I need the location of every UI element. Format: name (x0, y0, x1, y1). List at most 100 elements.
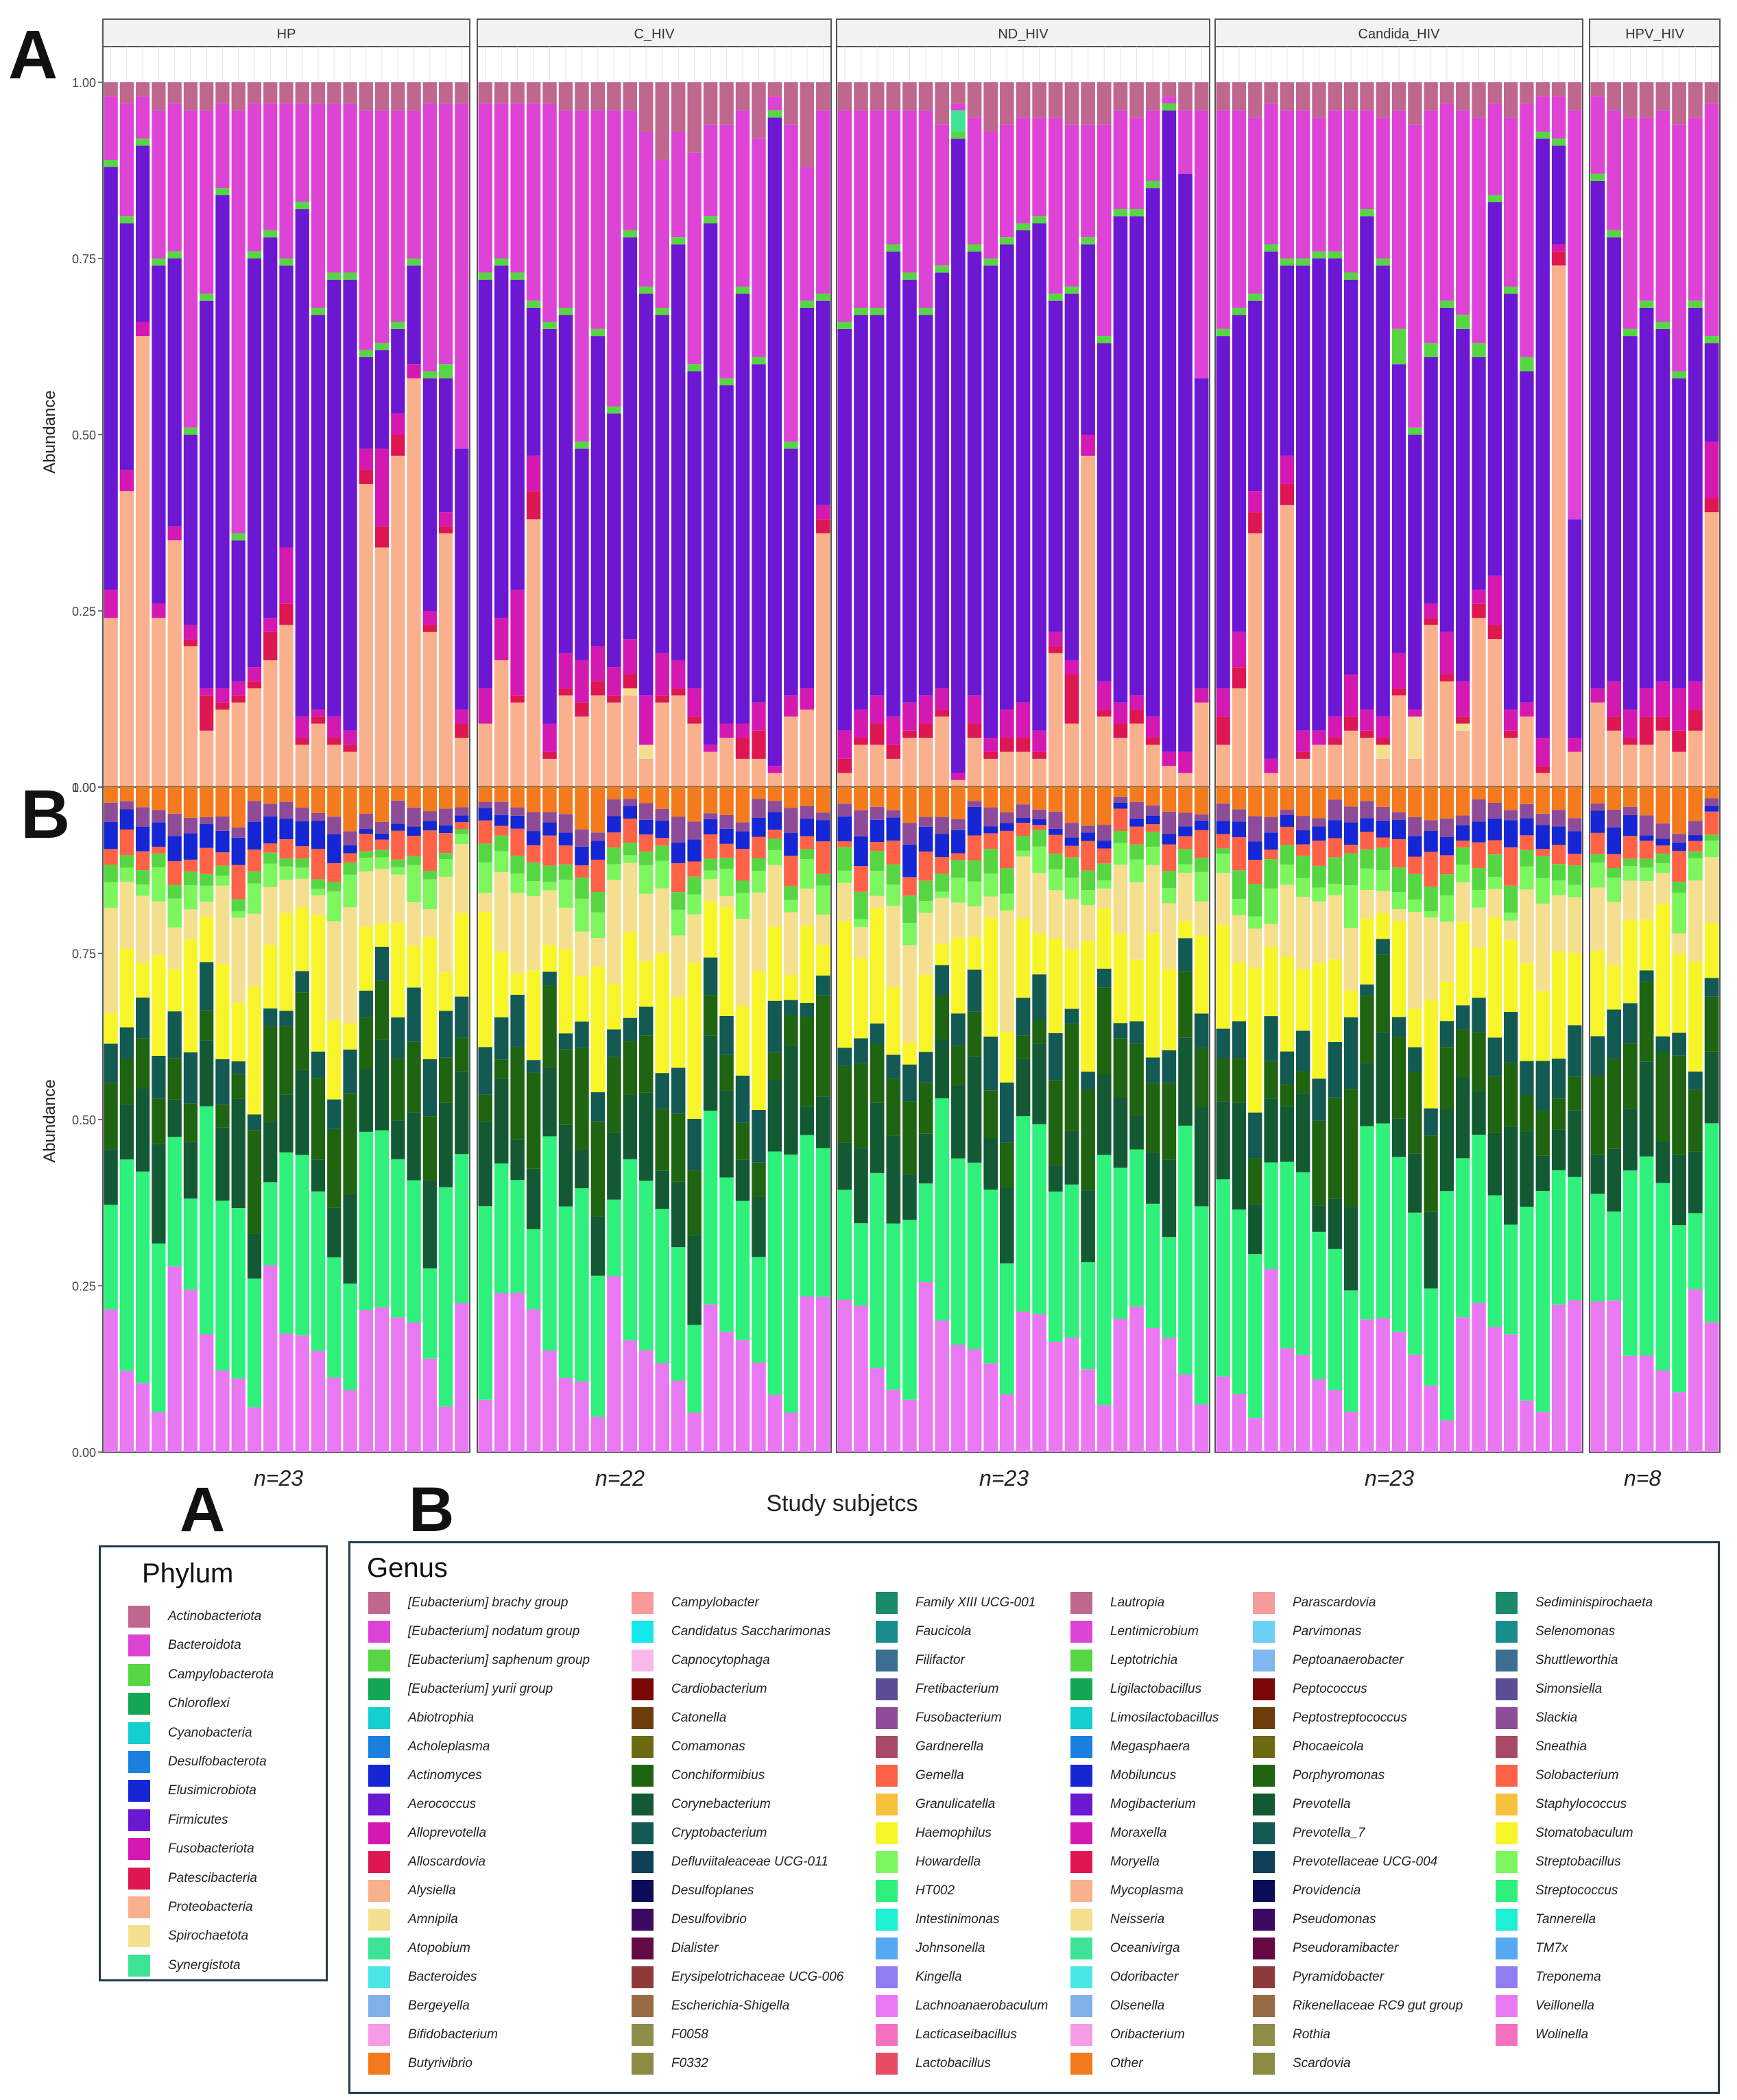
bar-segment-b-3-22-Actinomyces (1568, 831, 1582, 854)
legend-swatch (1496, 1736, 1518, 1758)
bar-segment-b-1-14-Prevotella (703, 1035, 718, 1111)
bar-segment-a-0-6-Firmicutes (200, 300, 214, 689)
legend-swatch (128, 1809, 150, 1831)
bar-segment-b-3-0-Actinomyces (1216, 821, 1230, 834)
bar-segment-b-0-17-Porphyromonas (374, 980, 390, 1040)
bar-segment-a-1-19-Actinobacteriota (784, 82, 798, 125)
bar-segment-b-2-13-Haemophilus (1048, 939, 1063, 1033)
bar-segment-b-0-0-Streptobacillus (104, 882, 118, 908)
bar-segment-b-3-11-Fusobacterium (1391, 812, 1406, 821)
legend-label: Cryptobacterium (671, 1826, 767, 1840)
bar-segment-b-0-18-Other (391, 787, 405, 801)
bar-segment-b-2-12-Haemophilus (1032, 933, 1046, 975)
bar-segment-a-3-3-Campylobacterota (1264, 244, 1278, 252)
bar-segment-a-0-2-Proteobacteria (136, 336, 150, 788)
bar-segment-b-1-2-Actinomyces (510, 815, 525, 829)
bar-segment-b-3-17-Prevotella (1487, 1132, 1502, 1196)
bar-segment-b-3-4-Other (1280, 787, 1295, 810)
bar-segment-a-0-8-Proteobacteria (231, 702, 245, 787)
genus-legend-item: Granulicatella (876, 1793, 995, 1816)
genus-legend-item: Aerococcus (368, 1793, 476, 1816)
bar-segment-b-2-4-Prevotella (902, 1174, 917, 1220)
bar-segment-b-0-5-Prevotella (183, 1142, 198, 1199)
bar-segment-a-3-0-Campylobacterota (1216, 328, 1230, 337)
bar-segment-b-1-12-Leptotrichia (671, 892, 686, 910)
bar-segment-b-1-11-Solobacterium (655, 838, 669, 846)
bar-segment-b-3-22-Solobacterium (1568, 854, 1582, 866)
bar-segment-a-3-21-Patescibacteria (1551, 251, 1566, 266)
bar-segment-b-0-14-Other (327, 787, 342, 817)
bar-segment-b-0-1-Prevotella (119, 1104, 134, 1160)
facet-strip-0 (102, 19, 470, 47)
bar-segment-b-1-10-Neisseria (639, 893, 654, 962)
bar-segment-b-2-1-Prevotella_7 (854, 1038, 868, 1063)
bar-segment-a-0-20-Proteobacteria (422, 631, 437, 787)
bar-segment-b-1-20-Neisseria (800, 889, 815, 926)
bar-segment-a-3-20-Firmicutes (1535, 138, 1550, 738)
bar-segment-b-2-19-Other (1145, 787, 1160, 806)
bar-segment-b-4-5-Neisseria (1672, 933, 1686, 954)
bar-segment-a-3-14-Actinobacteriota (1439, 82, 1454, 104)
bar-segment-a-3-11-Bacteroidota (1391, 110, 1406, 329)
bar-segment-b-4-4-Porphyromonas (1655, 1052, 1670, 1142)
bar-segment-b-3-14-Prevotella (1439, 1109, 1454, 1192)
bar-segment-a-3-18-Fusobacteriota (1503, 709, 1518, 731)
bar-segment-b-3-19-Neisseria (1520, 889, 1534, 964)
bar-segment-b-3-21-Neisseria (1551, 895, 1566, 952)
bar-segment-a-1-13-Patescibacteria (687, 716, 702, 724)
bar-segment-b-3-1-Prevotella (1232, 1102, 1247, 1210)
bar-segment-b-1-8-Neisseria (607, 880, 621, 985)
bar-segment-b-0-3-Porphyromonas (152, 1098, 166, 1144)
bar-segment-b-0-16-Leptotrichia (359, 851, 373, 858)
bar-segment-b-1-8-Prevotella (607, 1132, 621, 1200)
bar-segment-a-2-5-Bacteroidota (918, 110, 933, 308)
legend-swatch (128, 1896, 150, 1918)
bar-segment-b-2-20-Actinomyces (1162, 834, 1177, 845)
bar-segment-b-0-8-Prevotella (231, 1098, 245, 1209)
bar-segment-b-0-18-Veillonella (391, 1317, 405, 1452)
legend-swatch (876, 1621, 898, 1643)
bar-segment-b-0-0-Prevotella_7 (104, 1043, 118, 1083)
bar-segment-b-2-3-Actinomyces (886, 817, 901, 841)
bar-segment-b-2-8-Other (967, 787, 982, 801)
bar-segment-b-0-6-Streptobacillus (200, 885, 214, 902)
bar-segment-a-2-3-Actinobacteriota (886, 82, 901, 111)
bar-segment-a-0-15-Fusobacteriota (343, 730, 357, 745)
bar-segment-b-0-16-Neisseria (359, 871, 373, 927)
bar-segment-b-2-7-Streptococcus (951, 1158, 966, 1345)
bar-segment-a-3-2-Firmicutes (1248, 300, 1262, 492)
bar-segment-a-1-19-Fusobacteriota (784, 695, 798, 717)
bar-segment-b-0-22-Actinomyces (455, 815, 469, 823)
phylum-legend-item: Patescibacteria (128, 1867, 257, 1890)
bar-segment-a-1-17-Patescibacteria (752, 730, 766, 759)
legend-label: Campylobacterota (168, 1667, 274, 1682)
bar-segment-a-2-9-Campylobacterota (983, 258, 998, 266)
bar-segment-b-1-5-Porphyromonas (558, 1049, 573, 1125)
bar-segment-a-0-2-Bacteroidota (136, 96, 150, 139)
bar-segment-a-1-14-Fusobacteriota (703, 745, 718, 752)
bar-segment-b-3-9-Other (1360, 787, 1374, 801)
bar-segment-b-0-3-Actinomyces (152, 822, 166, 847)
genus-chart: 0.000.250.500.751.00 (72, 781, 1721, 1460)
bar-segment-a-0-2-Actinobacteriota (136, 82, 150, 97)
bar-segment-b-2-11-Leptotrichia (1016, 836, 1031, 851)
bar-segment-b-1-8-Fusobacterium (607, 799, 621, 817)
phylum-legend-item: Elusimicrobiota (128, 1779, 256, 1802)
bar-segment-a-2-18-Patescibacteria (1129, 709, 1144, 724)
bar-segment-b-2-7-Fusobacterium (951, 819, 966, 830)
legend-label: Johnsonella (915, 1941, 985, 1955)
bar-segment-a-3-12-Proteobacteria (1408, 758, 1422, 787)
bar-segment-a-1-17-Fusobacteriota (752, 702, 766, 731)
bar-segment-b-0-5-Prevotella_7 (183, 1052, 198, 1104)
legend-label: Mogibacterium (1110, 1797, 1196, 1811)
bar-segment-b-1-14-Streptobacillus (703, 870, 718, 880)
bar-segment-b-1-2-Leptotrichia (510, 856, 525, 874)
bar-segment-a-0-18-Actinobacteriota (391, 82, 405, 111)
bar-segment-b-1-15-Solobacterium (719, 843, 734, 858)
bar-segment-b-3-19-Solobacterium (1520, 835, 1534, 850)
bar-segment-b-0-6-Porphyromonas (200, 1010, 214, 1041)
bar-segment-b-1-2-Neisseria (510, 893, 525, 974)
genus-legend-item: [Eubacterium] yurii group (368, 1678, 553, 1701)
bar-segment-b-0-7-Fusobacterium (215, 817, 230, 831)
legend-swatch (632, 2024, 654, 2046)
